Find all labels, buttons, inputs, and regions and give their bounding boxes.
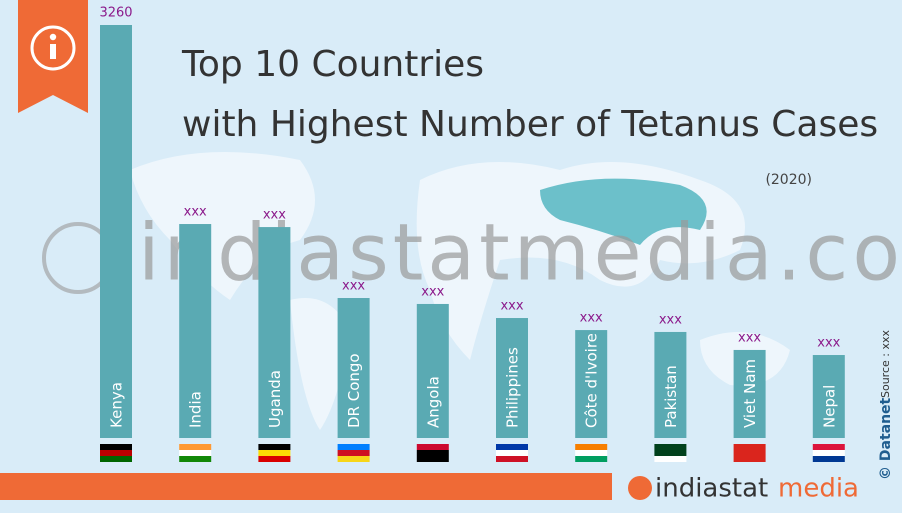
flag-stripe [337,444,370,450]
bar [812,355,845,438]
value-label: xxx [421,284,444,299]
category-label: Viet Nam [741,359,759,428]
value-label: xxx [263,208,286,223]
bar [733,349,766,438]
source: Source : xxx [879,330,892,398]
copyright: © Datanet [878,397,894,480]
category-label: Angola [424,376,442,428]
flag-stripe [654,450,687,456]
value-label: xxx [580,311,603,326]
flag-stripe [575,450,608,456]
flag-stripe [179,456,212,462]
bar [179,224,212,438]
bar [100,25,132,438]
value-label: xxx [738,330,761,345]
flag-stripe [258,444,291,450]
flag-stripe [416,450,449,456]
category-label: Kenya [108,382,126,428]
value-label: xxx [500,299,523,314]
flag-stripe [100,456,132,462]
flag-stripe [416,444,449,450]
flag-stripe [812,456,845,462]
bar [337,298,370,438]
flag-stripe [337,450,370,456]
info-icon-bar [50,44,56,59]
category-label: DR Congo [345,353,363,428]
value-label: xxx [342,279,365,294]
category-label: Pakistan [662,365,680,428]
flag-stripe [179,450,212,456]
value-label: xxx [659,312,682,327]
value-label: 3260 [99,6,132,21]
flag-stripe [179,444,212,450]
flag-stripe [575,444,608,450]
value-label: xxx [184,205,207,220]
flag-stripe [733,456,766,462]
flag-stripe [812,444,845,450]
bar [496,318,528,438]
info-icon-dot [49,33,57,41]
flag-stripe [654,456,687,462]
category-label: Côte d'Ivoire [583,333,601,428]
footer-band [0,473,612,500]
bar [654,331,687,438]
brand-prefix: indiastat [655,474,768,504]
flag-stripe [258,456,291,462]
flag-stripe [733,450,766,456]
flag-stripe [258,450,291,456]
info-icon [30,25,76,71]
flag-stripe [416,456,449,462]
bar [575,330,608,438]
flag-stripe [337,456,370,462]
category-label: Philippines [504,347,522,428]
flag-stripe [575,456,608,462]
flag-stripe [654,444,687,450]
flag-stripe [733,444,766,450]
category-label: India [187,391,205,428]
chart-title: Top 10 Countries [181,44,484,85]
flag-stripe [496,444,528,450]
bar [416,303,449,438]
bar [258,227,291,438]
brand-suffix: media [778,474,859,504]
flag-stripe [496,456,528,462]
category-label: Nepal [820,385,838,428]
flag-stripe [100,444,132,450]
flag-stripe [812,450,845,456]
category-label: Uganda [266,370,284,428]
period: (2020) [765,172,812,188]
watermark: indiastatmedia.com [138,208,902,298]
flag-stripe [496,450,528,456]
chart-subtitle: with Highest Number of Tetanus Cases [182,104,878,145]
highlight-region [540,178,707,245]
value-label: xxx [817,336,840,351]
flag-stripe [100,450,132,456]
brand-icon [628,476,652,500]
